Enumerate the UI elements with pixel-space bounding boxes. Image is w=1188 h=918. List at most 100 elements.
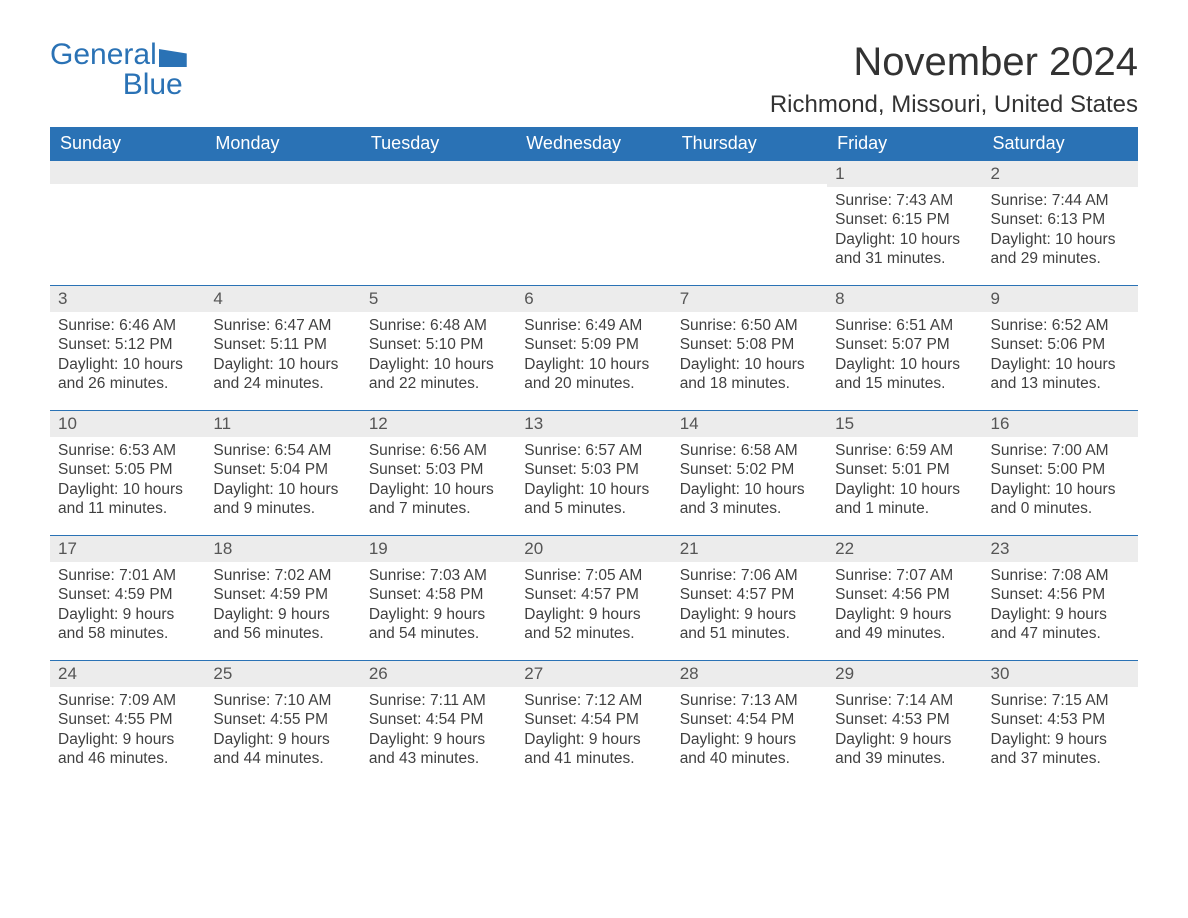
daylight-line: Daylight: 10 hours and 0 minutes. [991,480,1130,519]
daylight-line: Daylight: 10 hours and 18 minutes. [680,355,819,394]
daylight-line: Daylight: 10 hours and 31 minutes. [835,230,974,269]
day-body: Sunrise: 6:50 AMSunset: 5:08 PMDaylight:… [672,312,827,394]
day-number: 8 [827,285,982,312]
sunset-line: Sunset: 4:56 PM [991,585,1130,604]
weekday-header: Friday [827,127,982,160]
calendar-day-cell: 21Sunrise: 7:06 AMSunset: 4:57 PMDayligh… [672,535,827,660]
calendar-day-cell: 17Sunrise: 7:01 AMSunset: 4:59 PMDayligh… [50,535,205,660]
flag-icon [159,49,187,67]
calendar-week-row: 3Sunrise: 6:46 AMSunset: 5:12 PMDaylight… [50,285,1138,410]
daylight-line: Daylight: 9 hours and 51 minutes. [680,605,819,644]
calendar-day-cell: 7Sunrise: 6:50 AMSunset: 5:08 PMDaylight… [672,285,827,410]
day-number: 10 [50,410,205,437]
day-number: 30 [983,660,1138,687]
day-number: 15 [827,410,982,437]
weekday-header: Thursday [672,127,827,160]
sunset-line: Sunset: 5:09 PM [524,335,663,354]
day-number: 9 [983,285,1138,312]
calendar-day-cell: 22Sunrise: 7:07 AMSunset: 4:56 PMDayligh… [827,535,982,660]
sunset-line: Sunset: 5:04 PM [213,460,352,479]
calendar-day-cell: 5 Sunrise: 6:48 AMSunset: 5:10 PMDaylight… [361,285,516,410]
day-body: Sunrise: 6:56 AMSunset: 5:03 PMDaylight:… [361,437,516,519]
daylight-line: Daylight: 9 hours and 41 minutes. [524,730,663,769]
calendar-day-cell: 27Sunrise: 7:12 AMSunset: 4:54 PMDayligh… [516,660,671,785]
calendar-day-cell: 29Sunrise: 7:14 AMSunset: 4:53 PMDayligh… [827,660,982,785]
sunset-line: Sunset: 5:10 PM [369,335,508,354]
calendar-empty-cell [205,160,360,285]
sunset-line: Sunset: 4:55 PM [213,710,352,729]
calendar-day-cell: 12Sunrise: 6:56 AMSunset: 5:03 PMDayligh… [361,410,516,535]
sunrise-line: Sunrise: 6:51 AM [835,316,974,335]
calendar-day-cell: 15Sunrise: 6:59 AMSunset: 5:01 PMDayligh… [827,410,982,535]
header: General Blue November 2024 Richmond, Mis… [50,40,1138,119]
sunset-line: Sunset: 4:53 PM [991,710,1130,729]
calendar-day-cell: 8Sunrise: 6:51 AMSunset: 5:07 PMDaylight… [827,285,982,410]
sunrise-line: Sunrise: 6:58 AM [680,441,819,460]
day-body: Sunrise: 7:09 AMSunset: 4:55 PMDaylight:… [50,687,205,769]
sunset-line: Sunset: 4:57 PM [680,585,819,604]
calendar-day-cell: 28Sunrise: 7:13 AMSunset: 4:54 PMDayligh… [672,660,827,785]
sunset-line: Sunset: 5:05 PM [58,460,197,479]
sunrise-line: Sunrise: 7:09 AM [58,691,197,710]
day-body: Sunrise: 7:12 AMSunset: 4:54 PMDaylight:… [516,687,671,769]
day-body: Sunrise: 6:59 AMSunset: 5:01 PMDaylight:… [827,437,982,519]
day-number: 13 [516,410,671,437]
daylight-line: Daylight: 10 hours and 1 minute. [835,480,974,519]
calendar-day-cell: 1Sunrise: 7:43 AMSunset: 6:15 PMDaylight… [827,160,982,285]
sunset-line: Sunset: 4:53 PM [835,710,974,729]
day-number: 4 [205,285,360,312]
sunset-line: Sunset: 4:57 PM [524,585,663,604]
logo-text-1: General [50,40,157,70]
sunrise-line: Sunrise: 7:01 AM [58,566,197,585]
day-number: 1 [827,160,982,187]
calendar-empty-cell [672,160,827,285]
day-number: 5 [361,285,516,312]
daylight-line: Daylight: 9 hours and 37 minutes. [991,730,1130,769]
calendar-table: SundayMondayTuesdayWednesdayThursdayFrid… [50,127,1138,785]
sunset-line: Sunset: 5:07 PM [835,335,974,354]
calendar-day-cell: 13Sunrise: 6:57 AMSunset: 5:03 PMDayligh… [516,410,671,535]
daylight-line: Daylight: 10 hours and 5 minutes. [524,480,663,519]
calendar-day-cell: 11Sunrise: 6:54 AMSunset: 5:04 PMDayligh… [205,410,360,535]
day-body: Sunrise: 7:08 AMSunset: 4:56 PMDaylight:… [983,562,1138,644]
weekday-header: Sunday [50,127,205,160]
calendar-day-cell: 23Sunrise: 7:08 AMSunset: 4:56 PMDayligh… [983,535,1138,660]
sunrise-line: Sunrise: 6:48 AM [369,316,508,335]
sunrise-line: Sunrise: 7:03 AM [369,566,508,585]
daylight-line: Daylight: 10 hours and 9 minutes. [213,480,352,519]
day-body: Sunrise: 7:00 AMSunset: 5:00 PMDaylight:… [983,437,1138,519]
calendar-empty-cell [361,160,516,285]
sunset-line: Sunset: 4:59 PM [213,585,352,604]
daylight-line: Daylight: 9 hours and 49 minutes. [835,605,974,644]
calendar-week-row: 1Sunrise: 7:43 AMSunset: 6:15 PMDaylight… [50,160,1138,285]
sunset-line: Sunset: 4:55 PM [58,710,197,729]
daylight-line: Daylight: 10 hours and 3 minutes. [680,480,819,519]
day-body: Sunrise: 7:44 AMSunset: 6:13 PMDaylight:… [983,187,1138,269]
weekday-header: Wednesday [516,127,671,160]
sunrise-line: Sunrise: 7:44 AM [991,191,1130,210]
daylight-line: Daylight: 10 hours and 22 minutes. [369,355,508,394]
empty-daynum-bar [361,160,516,184]
sunset-line: Sunset: 6:15 PM [835,210,974,229]
day-body: Sunrise: 7:11 AMSunset: 4:54 PMDaylight:… [361,687,516,769]
sunrise-line: Sunrise: 7:11 AM [369,691,508,710]
day-body: Sunrise: 7:43 AMSunset: 6:15 PMDaylight:… [827,187,982,269]
sunrise-line: Sunrise: 7:02 AM [213,566,352,585]
sunset-line: Sunset: 5:11 PM [213,335,352,354]
day-number: 12 [361,410,516,437]
day-number: 25 [205,660,360,687]
sunrise-line: Sunrise: 7:15 AM [991,691,1130,710]
day-body: Sunrise: 7:06 AMSunset: 4:57 PMDaylight:… [672,562,827,644]
calendar-week-row: 17Sunrise: 7:01 AMSunset: 4:59 PMDayligh… [50,535,1138,660]
day-number: 29 [827,660,982,687]
day-body: Sunrise: 6:57 AMSunset: 5:03 PMDaylight:… [516,437,671,519]
sunrise-line: Sunrise: 7:05 AM [524,566,663,585]
sunset-line: Sunset: 4:54 PM [524,710,663,729]
calendar-day-cell: 30 Sunrise: 7:15 AMSunset: 4:53 PMDayligh… [983,660,1138,785]
daylight-line: Daylight: 9 hours and 54 minutes. [369,605,508,644]
day-body: Sunrise: 6:51 AMSunset: 5:07 PMDaylight:… [827,312,982,394]
sunset-line: Sunset: 4:54 PM [369,710,508,729]
daylight-line: Daylight: 10 hours and 26 minutes. [58,355,197,394]
day-body: Sunrise: 6:49 AMSunset: 5:09 PMDaylight:… [516,312,671,394]
calendar-day-cell: 19Sunrise: 7:03 AMSunset: 4:58 PMDayligh… [361,535,516,660]
